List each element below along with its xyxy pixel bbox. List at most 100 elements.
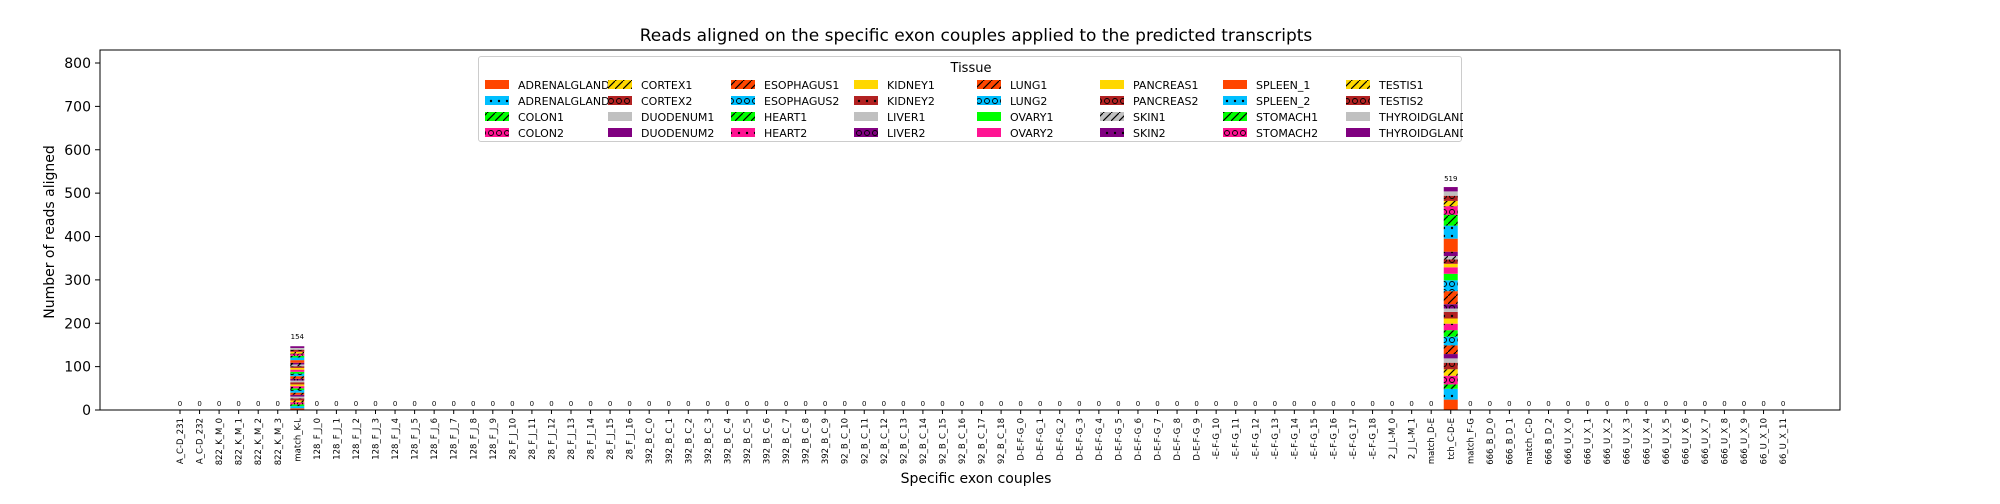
legend-svg: Tissue ADRENALGLAND1 ADRENALGLAND2 COLON1 C… xyxy=(485,61,1475,140)
legend-label: SKIN2 xyxy=(1133,127,1166,140)
x-tick-label: A_C-D_232 xyxy=(196,418,206,464)
bar-total-label: 0 xyxy=(745,400,749,408)
x-tick-label: 92_B_C_15 xyxy=(938,418,948,464)
bar-total-label: 0 xyxy=(217,400,221,408)
legend-label: DUODENUM2 xyxy=(641,127,714,140)
bar-segment xyxy=(290,355,305,358)
legend-swatch xyxy=(1223,96,1247,105)
bar-total-label: 0 xyxy=(236,400,240,408)
bar-segment xyxy=(290,386,305,389)
bar-total-label: 0 xyxy=(1233,400,1237,408)
bar-segment xyxy=(1443,369,1458,376)
x-tick-label: match_C-D xyxy=(1525,418,1535,465)
x-tick-label: 392_B_C_4 xyxy=(723,418,733,464)
bar-total-label: 0 xyxy=(706,400,710,408)
x-tick-label: 666_U_X_3 xyxy=(1623,418,1633,464)
x-tick-label: 666_B_D_1 xyxy=(1505,418,1515,465)
x-tick-label: 28_F_J_14 xyxy=(587,418,597,460)
x-tick-label: 666_B_D_0 xyxy=(1486,418,1496,465)
chart-title: Reads aligned on the specific exon coupl… xyxy=(640,26,1313,46)
bar-segment xyxy=(1443,225,1458,239)
bar-total-label: 0 xyxy=(1664,400,1668,408)
x-tick-label: 392_B_C_9 xyxy=(821,418,831,464)
bar-segment xyxy=(290,349,305,352)
x-tick-label: 128_F_J_5 xyxy=(411,418,421,460)
legend-label: LUNG1 xyxy=(1010,79,1047,92)
legend-label: CORTEX2 xyxy=(641,95,692,108)
bar-segment xyxy=(290,362,305,365)
legend-label: SKIN1 xyxy=(1133,111,1166,124)
x-tick-label: 666_B_D_2 xyxy=(1545,418,1555,465)
bar-total-label: 0 xyxy=(979,400,983,408)
bar-total-label: 0 xyxy=(373,400,377,408)
legend-swatch xyxy=(608,128,632,137)
bar-segment xyxy=(1443,256,1458,260)
bar-segment xyxy=(1443,330,1458,337)
legend-label: DUODENUM1 xyxy=(641,111,714,124)
legend-swatch xyxy=(854,96,878,105)
bar-segment xyxy=(290,394,305,397)
x-tick-label: 822_K_M_2 xyxy=(254,418,264,465)
x-tick-label: D-E-F-G_2 xyxy=(1056,418,1066,461)
bar-segment xyxy=(290,376,305,379)
bar-total-label: 0 xyxy=(1468,400,1472,408)
bar-segment xyxy=(290,388,305,391)
legend-swatch xyxy=(1100,112,1124,121)
bar-total-label: 0 xyxy=(1683,400,1687,408)
x-tick-label: -E-F-G_18 xyxy=(1369,418,1379,459)
x-tick-label: D-E-F-G_4 xyxy=(1095,418,1105,461)
legend-label: STOMACH1 xyxy=(1256,111,1318,124)
bar-total-label: 0 xyxy=(940,400,944,408)
legend-label: HEART1 xyxy=(764,111,807,124)
bar-segment xyxy=(1443,273,1458,281)
bar-segment xyxy=(1443,399,1458,410)
bar-total-label: 0 xyxy=(315,400,319,408)
bar-segment xyxy=(1443,375,1458,385)
x-tick-label: -E-F-G_16 xyxy=(1329,418,1339,459)
x-axis-label: Specific exon couples xyxy=(901,471,1052,487)
bar-total-label: 0 xyxy=(569,400,573,408)
x-tick-label: 666_U_X_2 xyxy=(1603,418,1613,464)
bar-segment xyxy=(1443,267,1458,274)
bar-total-label: 0 xyxy=(686,400,690,408)
bar-segment xyxy=(290,369,305,372)
bar-total-label: 0 xyxy=(549,400,553,408)
legend-label: TESTIS2 xyxy=(1378,95,1424,108)
legend-swatch xyxy=(485,128,509,137)
legend-swatch xyxy=(731,96,755,105)
bar-segment xyxy=(290,380,305,383)
bar-total-label: 0 xyxy=(1624,400,1628,408)
legend-swatch xyxy=(1100,128,1124,137)
bar-total-label: 0 xyxy=(1566,400,1570,408)
x-tick-label: D-E-F-G_3 xyxy=(1075,418,1085,461)
bar-segment xyxy=(1443,362,1458,370)
legend-swatch xyxy=(977,112,1001,121)
bar-total-label: 0 xyxy=(1644,400,1648,408)
bar-total-label: 0 xyxy=(901,400,905,408)
x-tick-label: 28_F_J_15 xyxy=(606,418,616,460)
legend-swatch xyxy=(1100,96,1124,105)
x-tick-label: 92_B_C_14 xyxy=(919,418,929,464)
bar-segment xyxy=(1443,291,1458,305)
x-tick-label: 392_B_C_7 xyxy=(782,418,792,464)
bar-total-label: 0 xyxy=(432,400,436,408)
legend-swatch xyxy=(608,96,632,105)
bar-segment xyxy=(1443,200,1458,207)
legend-swatch xyxy=(485,96,509,105)
y-tick-label: 700 xyxy=(64,99,91,115)
bar-total-label: 0 xyxy=(862,400,866,408)
x-tick-label: D-E-F-G_7 xyxy=(1154,418,1164,461)
legend-swatch xyxy=(977,96,1001,105)
legend-label: PANCREAS2 xyxy=(1133,95,1198,108)
bar-segment xyxy=(1443,191,1458,196)
x-tick-label: 822_K_M_0 xyxy=(215,418,225,465)
bar-total-label: 0 xyxy=(1058,400,1062,408)
legend-swatch xyxy=(1223,112,1247,121)
bar-total-label: 0 xyxy=(1409,400,1413,408)
bar-segment xyxy=(1443,318,1458,324)
bar-segment xyxy=(290,373,305,377)
bar-segment xyxy=(1443,206,1458,215)
x-tick-label: 28_F_J_16 xyxy=(626,418,636,460)
